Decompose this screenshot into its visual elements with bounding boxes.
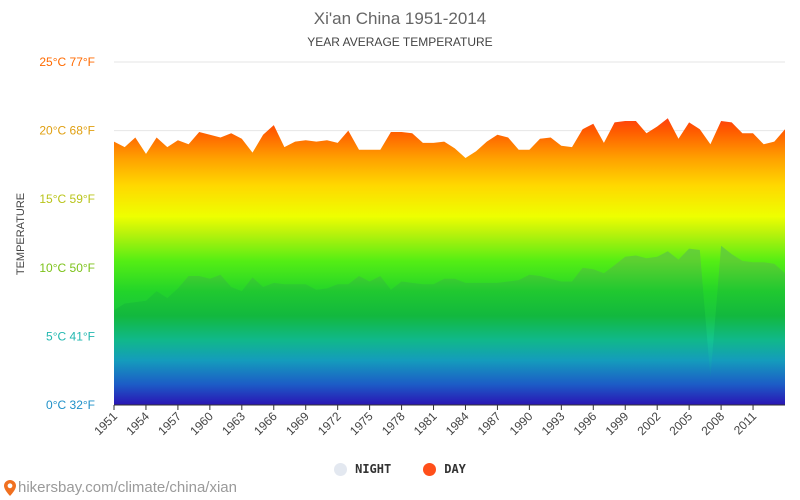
x-tick-label: 1966 <box>251 409 280 438</box>
y-tick-label: 5°C 41°F <box>46 329 95 343</box>
y-tick-label: 10°C 50°F <box>39 261 95 275</box>
x-tick-label: 1990 <box>507 409 536 438</box>
x-tick-label: 2008 <box>698 409 727 438</box>
x-tick-label: 1999 <box>603 409 632 438</box>
legend: NIGHT DAY <box>0 462 800 476</box>
legend-label-night: NIGHT <box>355 462 392 476</box>
legend-item-night[interactable]: NIGHT <box>334 462 391 476</box>
x-tick-label: 1957 <box>155 409 184 438</box>
x-tick-label: 1972 <box>315 409 344 438</box>
source-text: hikersbay.com/climate/china/xian <box>18 479 237 496</box>
y-axis-label: TEMPERATURE <box>15 193 27 275</box>
x-tick-label: 1975 <box>347 409 376 438</box>
y-tick-label: 25°C 77°F <box>39 55 95 69</box>
legend-label-day: DAY <box>444 462 466 476</box>
x-tick-label: 1960 <box>187 409 216 438</box>
x-axis-ticks: 1951 1954 1957 1960 1963 1966 1969 1972 1975 1978… <box>91 405 759 438</box>
x-tick-label: 1987 <box>475 409 504 438</box>
x-tick-label: 1984 <box>443 409 472 438</box>
x-tick-label: 1951 <box>91 409 120 438</box>
source-link[interactable]: hikersbay.com/climate/china/xian <box>4 479 237 496</box>
x-tick-label: 2005 <box>666 409 695 438</box>
x-tick-label: 1969 <box>283 409 312 438</box>
location-pin-icon <box>4 479 16 496</box>
y-tick-label: 15°C 59°F <box>39 192 95 206</box>
legend-dot-day-icon <box>423 462 437 476</box>
x-tick-label: 2002 <box>635 409 664 438</box>
legend-item-day[interactable]: DAY <box>423 462 466 476</box>
x-tick-label: 1954 <box>123 409 152 438</box>
x-tick-label: 1996 <box>571 409 600 438</box>
chart-title: Xi'an China 1951-2014 <box>314 9 486 28</box>
chart-subtitle: YEAR AVERAGE TEMPERATURE <box>307 35 492 49</box>
x-tick-label: 1963 <box>219 409 248 438</box>
x-tick-label: 2011 <box>731 409 759 437</box>
y-tick-label: 0°C 32°F <box>46 398 95 412</box>
legend-dot-night-icon <box>334 462 348 476</box>
night-series-area <box>114 245 785 405</box>
y-tick-label: 20°C 68°F <box>39 124 95 138</box>
x-tick-label: 1978 <box>379 409 408 438</box>
y-axis-ticks: 0°C 32°F 5°C 41°F 10°C 50°F 15°C 59°F 20°C 6… <box>39 55 95 412</box>
x-tick-label: 1993 <box>539 409 568 438</box>
x-tick-label: 1981 <box>411 409 440 438</box>
